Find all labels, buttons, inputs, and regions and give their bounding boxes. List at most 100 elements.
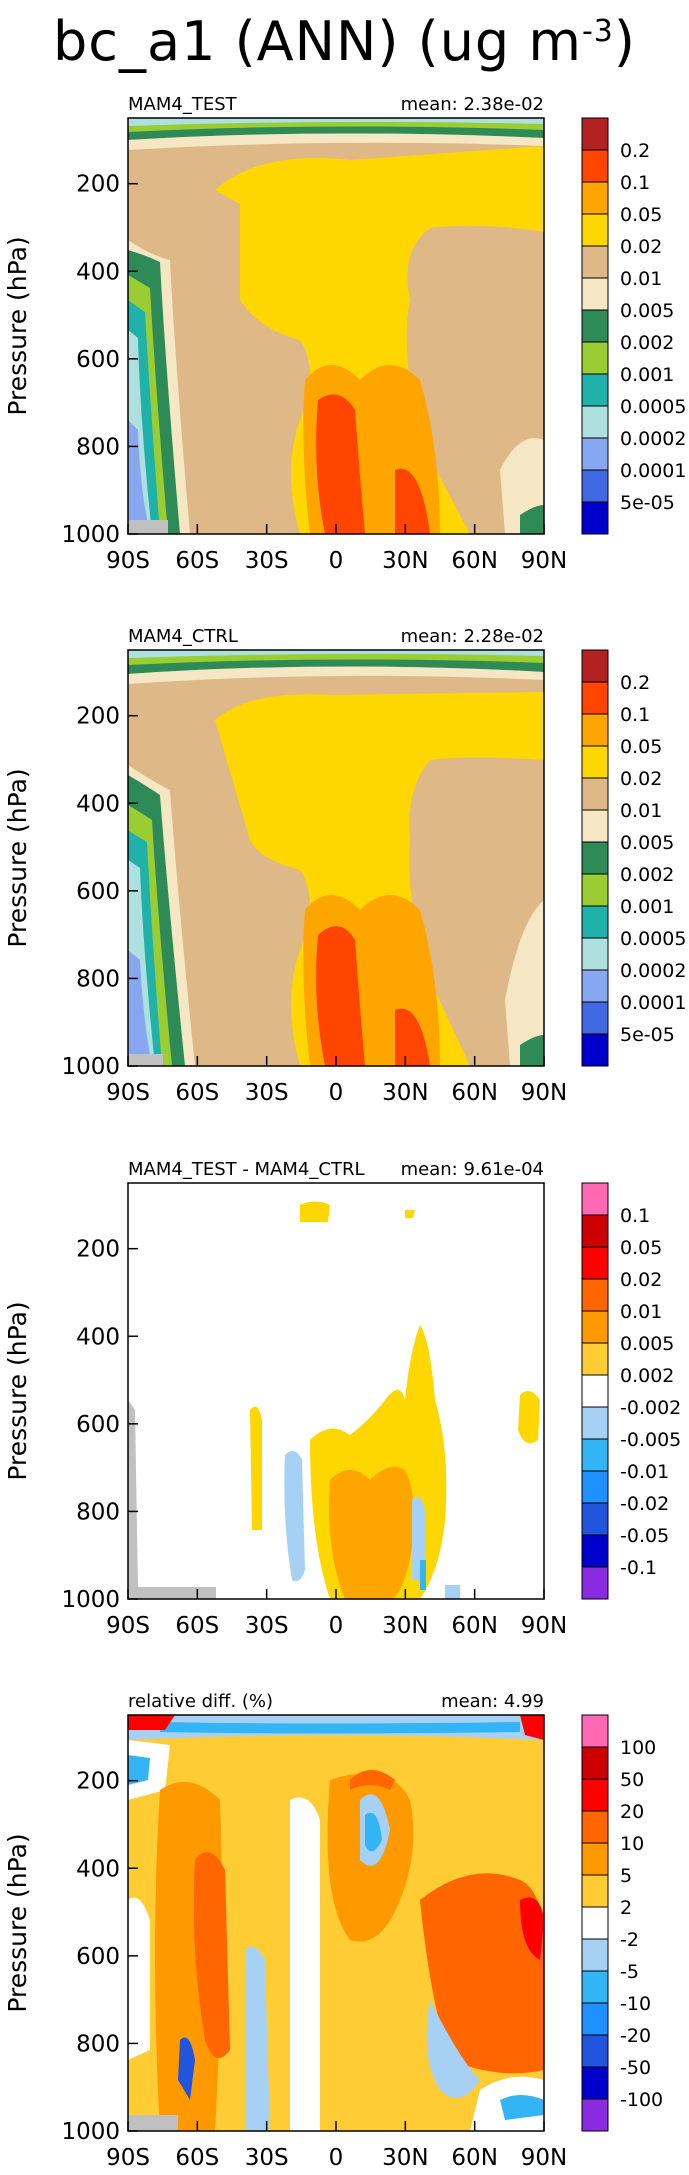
panel-4-colorbar-box <box>581 1970 609 2004</box>
panel-4-colorbar-label: 2 <box>620 1897 632 1919</box>
panel-2-colorbar-box <box>581 713 609 747</box>
page-title-close: ) <box>613 10 636 73</box>
panel-4-colorbar-box <box>581 1874 609 1908</box>
panel-2-xtick-label: 60S <box>175 1080 219 1106</box>
panel-2-ytick-label: 200 <box>76 704 120 730</box>
panel-2-colorbar-box <box>581 969 609 1003</box>
panel-3-colorbar-label: -0.005 <box>620 1429 681 1451</box>
panel-1-ytick-label: 600 <box>76 347 120 373</box>
panel-1-ytick-label: 1000 <box>61 522 120 548</box>
panel-2-colorbar-label: 0.005 <box>620 832 674 854</box>
panel-1-colorbar-box <box>581 469 609 503</box>
page-title: bc_a1 (ANN) (ug m-3) <box>0 0 689 74</box>
panel-4-ytick-label: 200 <box>76 1769 120 1795</box>
panel-4-colorbar-label: -2 <box>620 1929 639 1951</box>
panel-4-xtick-label: 60S <box>175 2145 219 2171</box>
panel-2-xtick-label: 90S <box>106 1080 150 1106</box>
panel-4-colorbar-box <box>581 2098 609 2132</box>
panel-3-xtick-label: 90S <box>106 1613 150 1639</box>
panel-1-xtick-label: 30S <box>245 548 289 574</box>
panel-1-colorbar-box <box>581 245 609 279</box>
panel-1-xtick-label: 90N <box>521 548 567 574</box>
panel-4-axes: relative diff. (%) mean: 4.99 Pressure (hP… <box>3 1691 663 2171</box>
panel-4-ytick-label: 600 <box>76 1944 120 1970</box>
panel-4-colorbar-label: 10 <box>620 1833 644 1855</box>
panel-2-xtick-label: 60N <box>451 1080 497 1106</box>
panel-1-xtick-label: 30N <box>382 548 428 574</box>
panel-2-colorbar-label: 0.01 <box>620 800 662 822</box>
panel-3-colorbar-label: 0.05 <box>620 1237 662 1259</box>
panel-1-mean: mean: 2.38e-02 <box>401 94 544 115</box>
panel-3-colorbar-box <box>581 1310 609 1344</box>
panel-3-xtick-label: 90N <box>521 1613 567 1639</box>
panel-4-colorbar-box <box>581 2066 609 2100</box>
panel-4 <box>127 1714 545 2132</box>
panel-4-mean: mean: 4.99 <box>441 1691 544 1712</box>
panel-4-xtick-label: 60N <box>451 2145 497 2171</box>
panel-4-colorbar: 100 50 20 10 5 2 -2 -5 -10 -20 -50 -100 <box>581 1714 663 2132</box>
panel-2-axes: MAM4_CTRL mean: 2.28e-02 Pressure (hPa) 200… <box>3 626 686 1106</box>
panel-3-colorbar: 0.1 0.05 0.02 0.01 0.005 0.002 -0.002 -0.005 -0.… <box>581 1182 681 1600</box>
panel-4-colorbar-label: -50 <box>620 2057 651 2079</box>
panel-1-colorbar-label: 0.05 <box>620 204 662 226</box>
panel-3-xtick-label: 30S <box>245 1613 289 1639</box>
panel-1-colorbar: 0.2 0.1 0.05 0.02 0.01 0.005 0.002 0.001 0.0005 0… <box>581 117 686 535</box>
panel-2-colorbar-label: 0.1 <box>620 704 650 726</box>
panel-1-colorbar-box <box>581 437 609 471</box>
panel-1-colorbar-box <box>581 501 609 535</box>
panel-2-colorbar-label: 0.2 <box>620 672 650 694</box>
panel-3-ytick-label: 600 <box>76 1412 120 1438</box>
panel-1-colorbar-label: 0.02 <box>620 236 662 258</box>
panel-4-ylabel: Pressure (hPa) <box>3 1833 32 2012</box>
panel-3-field <box>128 1183 544 1599</box>
panel-2-colorbar-box <box>581 841 609 875</box>
panel-3 <box>127 1182 545 1600</box>
panel-3-xtick-label: 0 <box>329 1613 344 1639</box>
panel-1-colorbar-label: 0.0005 <box>620 396 686 418</box>
panel-3-colorbar-label: 0.01 <box>620 1301 662 1323</box>
panel-4-colorbar-label: 20 <box>620 1801 644 1823</box>
panel-1-colorbar-label: 0.002 <box>620 332 674 354</box>
panel-3-ylabel: Pressure (hPa) <box>3 1301 32 1480</box>
panel-1 <box>127 117 545 535</box>
panel-4-colorbar-box <box>581 1778 609 1812</box>
panel-1-colorbar-label: 0.2 <box>620 140 650 162</box>
panel-3-xtick-label: 30N <box>382 1613 428 1639</box>
panel-3-colorbar-box <box>581 1374 609 1408</box>
panel-4-colorbar-label: 100 <box>620 1737 656 1759</box>
panel-3-ytick-label: 800 <box>76 1499 120 1525</box>
panel-4-colorbar-label: -20 <box>620 2025 651 2047</box>
panel-2-colorbar-box <box>581 681 609 715</box>
panel-4-colorbar-label: -10 <box>620 1993 651 2015</box>
panel-2-colorbar-box <box>581 745 609 779</box>
panel-4-colorbar-box <box>581 1746 609 1780</box>
panel-1-colorbar-box <box>581 373 609 407</box>
panel-4-ytick-label: 1000 <box>61 2119 120 2145</box>
panel-4-colorbar-box <box>581 1938 609 1972</box>
panel-4-colorbar-box <box>581 1714 609 1748</box>
panel-3-ytick-label: 400 <box>76 1324 120 1350</box>
panel-2-ytick-label: 1000 <box>61 1054 120 1080</box>
panel-2 <box>127 649 545 1067</box>
panel-3-xtick-label: 60S <box>175 1613 219 1639</box>
panel-3-colorbar-label: 0.1 <box>620 1205 650 1227</box>
panel-4-colorbar-label: 50 <box>620 1769 644 1791</box>
panel-4-colorbar-box <box>581 2002 609 2036</box>
panel-4-colorbar-box <box>581 1810 609 1844</box>
panel-3-colorbar-label: -0.05 <box>620 1525 669 1547</box>
panel-3-colorbar-label: 0.02 <box>620 1269 662 1291</box>
panel-2-colorbar-box <box>581 777 609 811</box>
panel-2-colorbar-label: 0.0002 <box>620 960 686 982</box>
panel-4-colorbar-label: 5 <box>620 1865 632 1887</box>
panel-3-mean: mean: 9.61e-04 <box>401 1159 544 1180</box>
panel-2-colorbar-box <box>581 905 609 939</box>
panel-1-xtick-label: 60S <box>175 548 219 574</box>
panel-2-label: MAM4_CTRL <box>128 626 238 647</box>
panel-1-colorbar-label: 0.0002 <box>620 428 686 450</box>
panel-2-colorbar-label: 0.002 <box>620 864 674 886</box>
panel-1-colorbar-box <box>581 341 609 375</box>
panel-1-ytick-label: 800 <box>76 434 120 460</box>
panel-2-xtick-label: 30N <box>382 1080 428 1106</box>
panel-2-colorbar-box <box>581 649 609 683</box>
